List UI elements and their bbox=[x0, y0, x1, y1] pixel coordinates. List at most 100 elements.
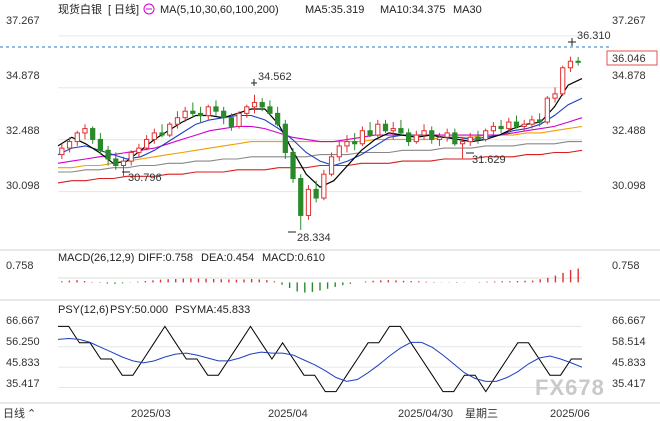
candle-body bbox=[390, 128, 396, 132]
candle-body bbox=[513, 121, 520, 127]
psy-tick-right-3: 45.833 bbox=[612, 357, 646, 369]
footer-period-tag[interactable]: 日线 bbox=[3, 406, 25, 420]
macd-histogram bbox=[61, 268, 579, 293]
candle-body bbox=[436, 136, 443, 140]
candle-body bbox=[413, 134, 419, 143]
psy-tick-left-3: 45.833 bbox=[6, 357, 40, 369]
ma10-line bbox=[57, 97, 583, 167]
period-bracket-open: [ bbox=[108, 4, 111, 16]
psy-panel: PSY(12,6) PSY:50.000 PSYMA:45.833 66.667… bbox=[6, 304, 646, 393]
candle-body bbox=[536, 119, 543, 123]
period-label[interactable]: 日线 bbox=[114, 2, 136, 16]
psy-tick-left-1: 66.667 bbox=[6, 315, 40, 327]
macd-macd: MACD:0.610 bbox=[262, 252, 325, 264]
candle-body bbox=[498, 125, 504, 130]
candle-body bbox=[560, 67, 566, 95]
candle-body bbox=[267, 106, 273, 114]
candle-body bbox=[97, 138, 104, 151]
candle-body bbox=[575, 60, 581, 63]
psy-value: PSY:50.000 bbox=[110, 304, 168, 316]
watermark: FX678 bbox=[535, 375, 605, 400]
candle-body bbox=[74, 132, 80, 143]
annotation-low-3: 31.629 bbox=[472, 154, 506, 166]
candle-body bbox=[452, 132, 458, 145]
psy-line bbox=[58, 325, 582, 393]
macd-tick-left: 0.758 bbox=[6, 260, 34, 272]
candle-body bbox=[282, 123, 288, 153]
date-label-1: 2025/03 bbox=[131, 408, 171, 420]
candle-body bbox=[259, 102, 265, 108]
candle-body bbox=[367, 130, 373, 136]
y-tick-left-1: 37.267 bbox=[6, 15, 40, 27]
candle-body bbox=[421, 130, 427, 136]
y-tick-right-3: 32.488 bbox=[612, 125, 646, 137]
date-label-3: 2025/06 bbox=[550, 408, 590, 420]
candle-body bbox=[105, 149, 111, 160]
psy-grid bbox=[58, 325, 582, 388]
candle-body bbox=[459, 141, 466, 145]
y-tick-right-4: 30.098 bbox=[612, 180, 646, 192]
ma100-line bbox=[58, 141, 582, 173]
candle-body bbox=[544, 97, 550, 123]
date-axis: 日线 ⌃ 2025/03 2025/04 2025/04/30 星期三 2025… bbox=[3, 406, 590, 420]
candle-body bbox=[490, 125, 497, 132]
psy-lines bbox=[57, 325, 583, 393]
psy-tick-left-4: 35.417 bbox=[6, 378, 40, 390]
candle-body bbox=[228, 117, 235, 127]
crosshair-date: 2025/04/30 bbox=[398, 408, 453, 420]
candle-body bbox=[136, 147, 142, 153]
date-label-2: 2025/04 bbox=[268, 408, 308, 420]
instrument-title: 现货白银 bbox=[58, 2, 102, 16]
candle-body bbox=[290, 151, 296, 180]
candle-body bbox=[483, 130, 489, 140]
candle-body bbox=[405, 132, 412, 143]
ma10-value: MA10:34.375 bbox=[380, 4, 445, 16]
ma30-line bbox=[57, 117, 583, 164]
psyma-value: PSYMA:45.833 bbox=[175, 304, 250, 316]
candle-body bbox=[251, 102, 258, 108]
candle-body bbox=[90, 128, 96, 140]
macd-diff: DIFF:0.758 bbox=[138, 252, 193, 264]
candle-body bbox=[375, 123, 381, 136]
candle-body bbox=[66, 141, 73, 149]
candle-body bbox=[128, 151, 134, 162]
y-tick-right-2: 34.878 bbox=[612, 70, 646, 82]
candle-body bbox=[305, 188, 312, 216]
candle-body bbox=[328, 156, 335, 175]
candle-body bbox=[274, 112, 281, 125]
candle-body bbox=[336, 145, 342, 158]
psy-tick-right-4: 35.417 bbox=[612, 378, 646, 390]
candle-body bbox=[213, 106, 219, 112]
candle-body bbox=[244, 106, 250, 114]
ma-params: MA(5,10,30,60,100,200) bbox=[160, 4, 279, 16]
annotation-low-1: 30.796 bbox=[128, 172, 162, 184]
candle-body bbox=[352, 141, 358, 145]
ma200-line bbox=[57, 149, 583, 184]
candle-body bbox=[567, 60, 574, 69]
footer-period-arrow[interactable]: ⌃ bbox=[27, 408, 36, 420]
ma-settings-icon[interactable] bbox=[143, 3, 155, 15]
candle-body bbox=[398, 128, 404, 134]
y-tick-left-3: 32.488 bbox=[6, 125, 40, 137]
annotation-recent-high: 36.310 bbox=[577, 30, 611, 42]
candle-body bbox=[313, 188, 319, 199]
macd-tick-right: 0.758 bbox=[612, 260, 640, 272]
candle-body bbox=[359, 130, 366, 145]
period-bracket-close: ] bbox=[136, 4, 139, 16]
ma30-value: MA30 bbox=[453, 4, 482, 16]
candle-body bbox=[151, 132, 157, 140]
candle-body bbox=[529, 119, 535, 125]
candle-body bbox=[236, 112, 242, 127]
crosshair-weekday: 星期三 bbox=[465, 407, 498, 420]
ma5-value: MA5:35.319 bbox=[305, 4, 364, 16]
candle-body bbox=[174, 117, 181, 125]
candle-body bbox=[197, 112, 204, 117]
candle-body bbox=[382, 123, 389, 132]
macd-dea: DEA:0.454 bbox=[201, 252, 254, 264]
psy-tick-right-1: 66.667 bbox=[612, 315, 646, 327]
candle-body bbox=[182, 110, 188, 119]
candle-body bbox=[167, 123, 173, 136]
annotation-high: 34.562 bbox=[258, 71, 292, 83]
